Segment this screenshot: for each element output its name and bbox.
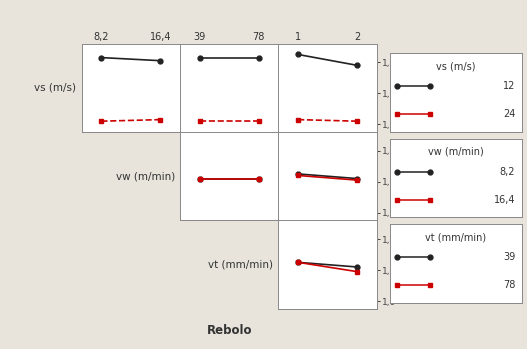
Text: 8,2: 8,2 — [500, 167, 515, 177]
Text: 12: 12 — [503, 81, 515, 91]
Text: 78: 78 — [503, 281, 515, 290]
Text: vw (m/min): vw (m/min) — [428, 147, 484, 157]
Text: 16,4: 16,4 — [494, 195, 515, 205]
Text: vt (mm/min): vt (mm/min) — [208, 260, 273, 270]
Text: 24: 24 — [503, 110, 515, 119]
Text: vs (m/s): vs (m/s) — [436, 61, 475, 71]
Text: 39: 39 — [503, 252, 515, 262]
Text: Rebolo: Rebolo — [207, 324, 252, 337]
Text: vs (m/s): vs (m/s) — [34, 83, 76, 93]
Text: vw (m/min): vw (m/min) — [115, 171, 175, 181]
Text: vt (mm/min): vt (mm/min) — [425, 232, 486, 242]
